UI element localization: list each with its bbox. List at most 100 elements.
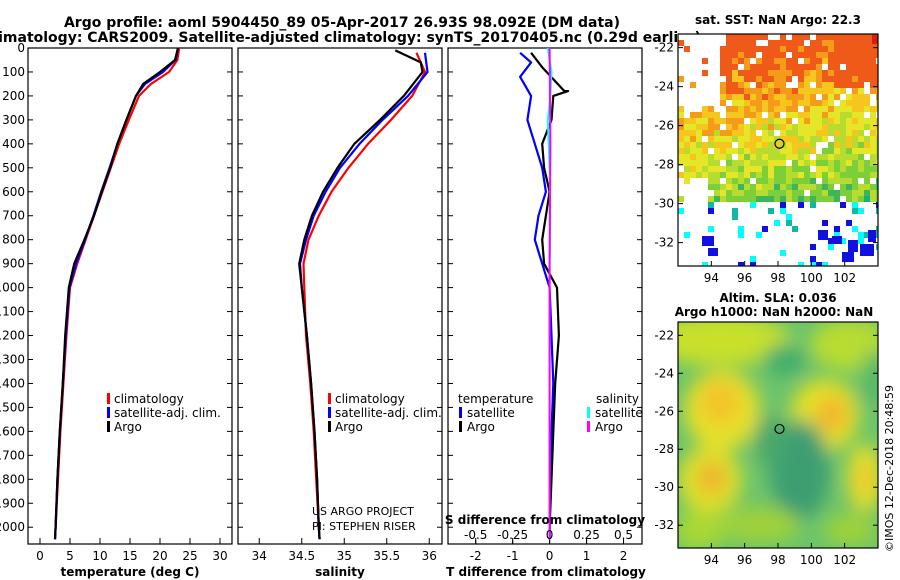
sst-cell bbox=[744, 154, 750, 160]
sst-cell bbox=[828, 190, 834, 196]
sst-cell bbox=[762, 88, 768, 94]
sst-cell bbox=[822, 82, 828, 88]
sst-cell bbox=[840, 178, 846, 184]
sst-cell bbox=[744, 70, 750, 76]
sst-cell bbox=[726, 94, 732, 100]
sst-cell bbox=[828, 130, 834, 136]
sst-cell bbox=[792, 154, 798, 160]
sst-cell bbox=[804, 136, 810, 142]
sst-cell bbox=[768, 172, 774, 178]
sst-cell bbox=[690, 172, 696, 178]
sst-cell bbox=[834, 94, 840, 100]
sst-cell bbox=[852, 172, 858, 178]
sst-cell bbox=[852, 52, 858, 58]
sst-cell bbox=[828, 70, 834, 76]
sst-cell bbox=[822, 178, 828, 184]
sst-cell bbox=[678, 154, 684, 160]
sst-cell bbox=[738, 94, 744, 100]
sst-cell bbox=[780, 160, 786, 166]
salinity-x-label: salinity bbox=[315, 565, 365, 579]
sst-cell bbox=[702, 142, 708, 148]
map-x-tick-label: 96 bbox=[737, 271, 752, 285]
figure-title-line-2: Climatology: CARS2009. Satellite-adjuste… bbox=[0, 30, 701, 46]
legend-swatch-s-argo bbox=[587, 421, 590, 432]
sst-cell bbox=[750, 184, 756, 190]
argo-location-marker bbox=[774, 138, 785, 149]
sst-cell bbox=[852, 88, 858, 94]
sst-cell bbox=[768, 190, 774, 196]
sst-cell bbox=[756, 118, 762, 124]
sst-cell bbox=[762, 154, 768, 160]
sst-cell bbox=[786, 166, 792, 172]
sst-cell bbox=[684, 154, 690, 160]
map-y-tick-label: -26 bbox=[654, 404, 674, 418]
sst-cell bbox=[828, 178, 834, 184]
legend-swatch-t-satellite bbox=[459, 407, 462, 418]
sst-cell bbox=[864, 34, 870, 40]
sst-cell bbox=[858, 52, 864, 58]
sst-cell bbox=[870, 64, 876, 70]
sst-cell bbox=[846, 160, 852, 166]
sst-cell bbox=[828, 88, 834, 94]
sst-cell bbox=[750, 190, 756, 196]
sst-cell bbox=[852, 70, 858, 76]
sst-cell bbox=[774, 100, 780, 106]
sst-cell bbox=[720, 190, 726, 196]
sst-cell bbox=[756, 184, 762, 190]
sst-cell bbox=[768, 40, 774, 46]
sst-cell bbox=[864, 46, 870, 52]
sst-cell bbox=[762, 172, 768, 178]
x-tick-label: 34 bbox=[252, 549, 267, 563]
sst-cell bbox=[834, 226, 840, 232]
sst-cell bbox=[816, 52, 822, 58]
sst-cell bbox=[768, 130, 774, 136]
sst-cell bbox=[858, 196, 864, 202]
sst-cell bbox=[786, 88, 792, 94]
sst-cell bbox=[720, 166, 726, 172]
sst-cell bbox=[786, 172, 792, 178]
sst-cell bbox=[720, 88, 726, 94]
sst-cell bbox=[804, 58, 810, 64]
sst-cell bbox=[798, 76, 804, 82]
sst-cell bbox=[732, 130, 738, 136]
sst-cell bbox=[822, 130, 828, 136]
sst-cell bbox=[816, 136, 822, 142]
sst-cell bbox=[738, 130, 744, 136]
sst-cell bbox=[810, 118, 816, 124]
sst-cell bbox=[810, 76, 816, 82]
sst-cell bbox=[780, 130, 786, 136]
temperature-x-axis: 0 5 10 15 20 25 30 bbox=[36, 538, 228, 563]
sst-cell bbox=[726, 106, 732, 112]
depth-tick-label: 1500 bbox=[0, 400, 25, 414]
sst-cell bbox=[828, 58, 834, 64]
sst-cell bbox=[822, 118, 828, 124]
sst-cell bbox=[846, 130, 852, 136]
sst-cell bbox=[774, 118, 780, 124]
sst-cell bbox=[858, 82, 864, 88]
sst-cell bbox=[732, 34, 738, 40]
sst-cell bbox=[768, 58, 774, 64]
legend-title-temperature: temperature bbox=[458, 392, 533, 406]
sst-cold-cell bbox=[702, 236, 714, 246]
series-line-argo bbox=[53, 47, 180, 540]
sst-cell bbox=[834, 148, 840, 154]
sst-cell bbox=[840, 82, 846, 88]
sst-cell bbox=[732, 160, 738, 166]
sst-cell bbox=[762, 130, 768, 136]
sst-cell bbox=[780, 118, 786, 124]
sst-cell bbox=[768, 100, 774, 106]
sst-cell bbox=[678, 76, 684, 82]
sst-cell bbox=[780, 76, 786, 82]
sst-cell bbox=[696, 142, 702, 148]
sst-cell bbox=[852, 160, 858, 166]
sst-cell bbox=[744, 184, 750, 190]
x-tick-label: 35.5 bbox=[373, 549, 400, 563]
sst-cell bbox=[798, 46, 804, 52]
sst-cell bbox=[810, 106, 816, 112]
legend-label-t-argo: Argo bbox=[467, 420, 495, 434]
sst-cell bbox=[708, 184, 714, 190]
sst-cell bbox=[846, 52, 852, 58]
sst-cell bbox=[858, 40, 864, 46]
sst-cell bbox=[858, 94, 864, 100]
sst-cell bbox=[750, 202, 756, 208]
